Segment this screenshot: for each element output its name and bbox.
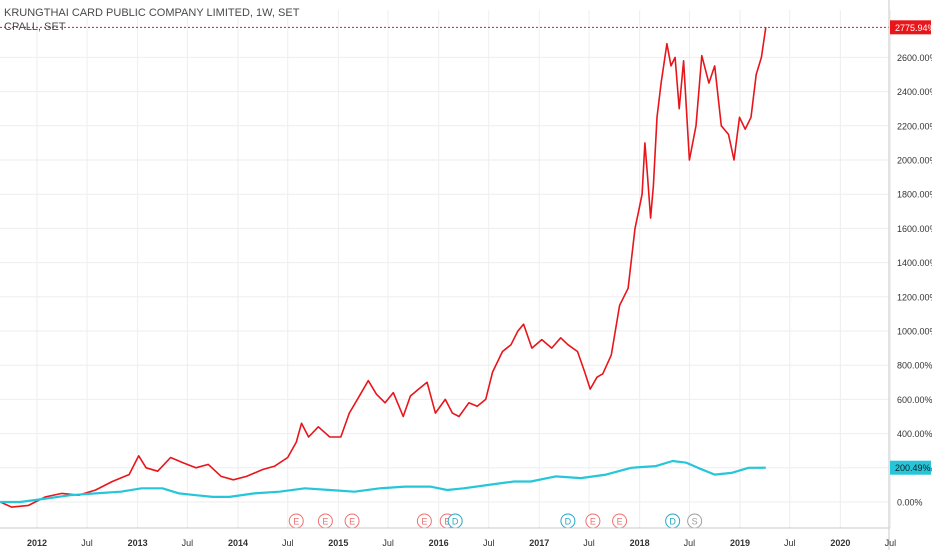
x-tick-label: Jul bbox=[483, 538, 495, 548]
last-value-label: 2775.94% bbox=[895, 23, 932, 33]
x-tick-label: 2014 bbox=[228, 538, 248, 548]
y-tick-label: 1800.00% bbox=[897, 190, 932, 200]
event-marker-label: E bbox=[322, 517, 328, 527]
x-tick-label: Jul bbox=[81, 538, 93, 548]
event-marker-label: D bbox=[565, 517, 572, 527]
x-tick-label: Jul bbox=[885, 538, 897, 548]
y-tick-label: 2200.00% bbox=[897, 121, 932, 131]
event-marker-label: E bbox=[421, 517, 427, 527]
y-tick-label: 400.00% bbox=[897, 429, 932, 439]
x-tick-label: Jul bbox=[382, 538, 394, 548]
last-value-label: 200.49% bbox=[895, 463, 931, 473]
x-tick-label: 2012 bbox=[27, 538, 47, 548]
y-tick-label: 1400.00% bbox=[897, 258, 932, 268]
x-tick-label: Jul bbox=[684, 538, 696, 548]
chart-legend: KRUNGTHAI CARD PUBLIC COMPANY LIMITED, 1… bbox=[4, 6, 299, 34]
x-tick-label: Jul bbox=[282, 538, 294, 548]
event-marker-label: E bbox=[349, 517, 355, 527]
x-tick-label: 2020 bbox=[830, 538, 850, 548]
y-tick-label: 2600.00% bbox=[897, 53, 932, 63]
legend-compare-symbol[interactable]: CPALL, SET bbox=[4, 21, 66, 33]
event-marker-label: E bbox=[293, 517, 299, 527]
y-tick-label: 2000.00% bbox=[897, 156, 932, 166]
legend-main-symbol[interactable]: KRUNGTHAI CARD PUBLIC COMPANY LIMITED, 1… bbox=[4, 7, 300, 19]
chart-grid bbox=[0, 10, 891, 528]
event-marker-label: E bbox=[617, 517, 623, 527]
y-tick-label: 1600.00% bbox=[897, 224, 932, 234]
x-tick-label: 2019 bbox=[730, 538, 750, 548]
event-marker-label: E bbox=[444, 517, 450, 527]
series-lines bbox=[0, 26, 889, 508]
x-tick-label: Jul bbox=[583, 538, 595, 548]
x-tick-label: 2016 bbox=[429, 538, 449, 548]
event-marker-label: D bbox=[669, 517, 676, 527]
y-tick-label: 1200.00% bbox=[897, 292, 932, 302]
y-tick-label: 2400.00% bbox=[897, 87, 932, 97]
x-tick-label: 2017 bbox=[529, 538, 549, 548]
x-tick-label: 2015 bbox=[328, 538, 348, 548]
x-tick-label: Jul bbox=[182, 538, 194, 548]
y-tick-label: 600.00% bbox=[897, 395, 932, 405]
x-tick-label: 2013 bbox=[128, 538, 148, 548]
last-value-badge bbox=[890, 460, 931, 475]
event-marker-label: S bbox=[692, 517, 698, 527]
series-line-main bbox=[0, 27, 767, 508]
y-tick-label: 1000.00% bbox=[897, 327, 932, 337]
event-marker-label: D bbox=[452, 517, 459, 527]
last-value-badge bbox=[890, 20, 931, 35]
x-tick-label: Jul bbox=[784, 538, 796, 548]
x-tick-label: 2018 bbox=[630, 538, 650, 548]
y-tick-label: 0.00% bbox=[897, 498, 923, 508]
series-line-compare bbox=[0, 459, 766, 504]
event-marker-label: E bbox=[590, 517, 596, 527]
y-tick-label: 800.00% bbox=[897, 361, 932, 371]
